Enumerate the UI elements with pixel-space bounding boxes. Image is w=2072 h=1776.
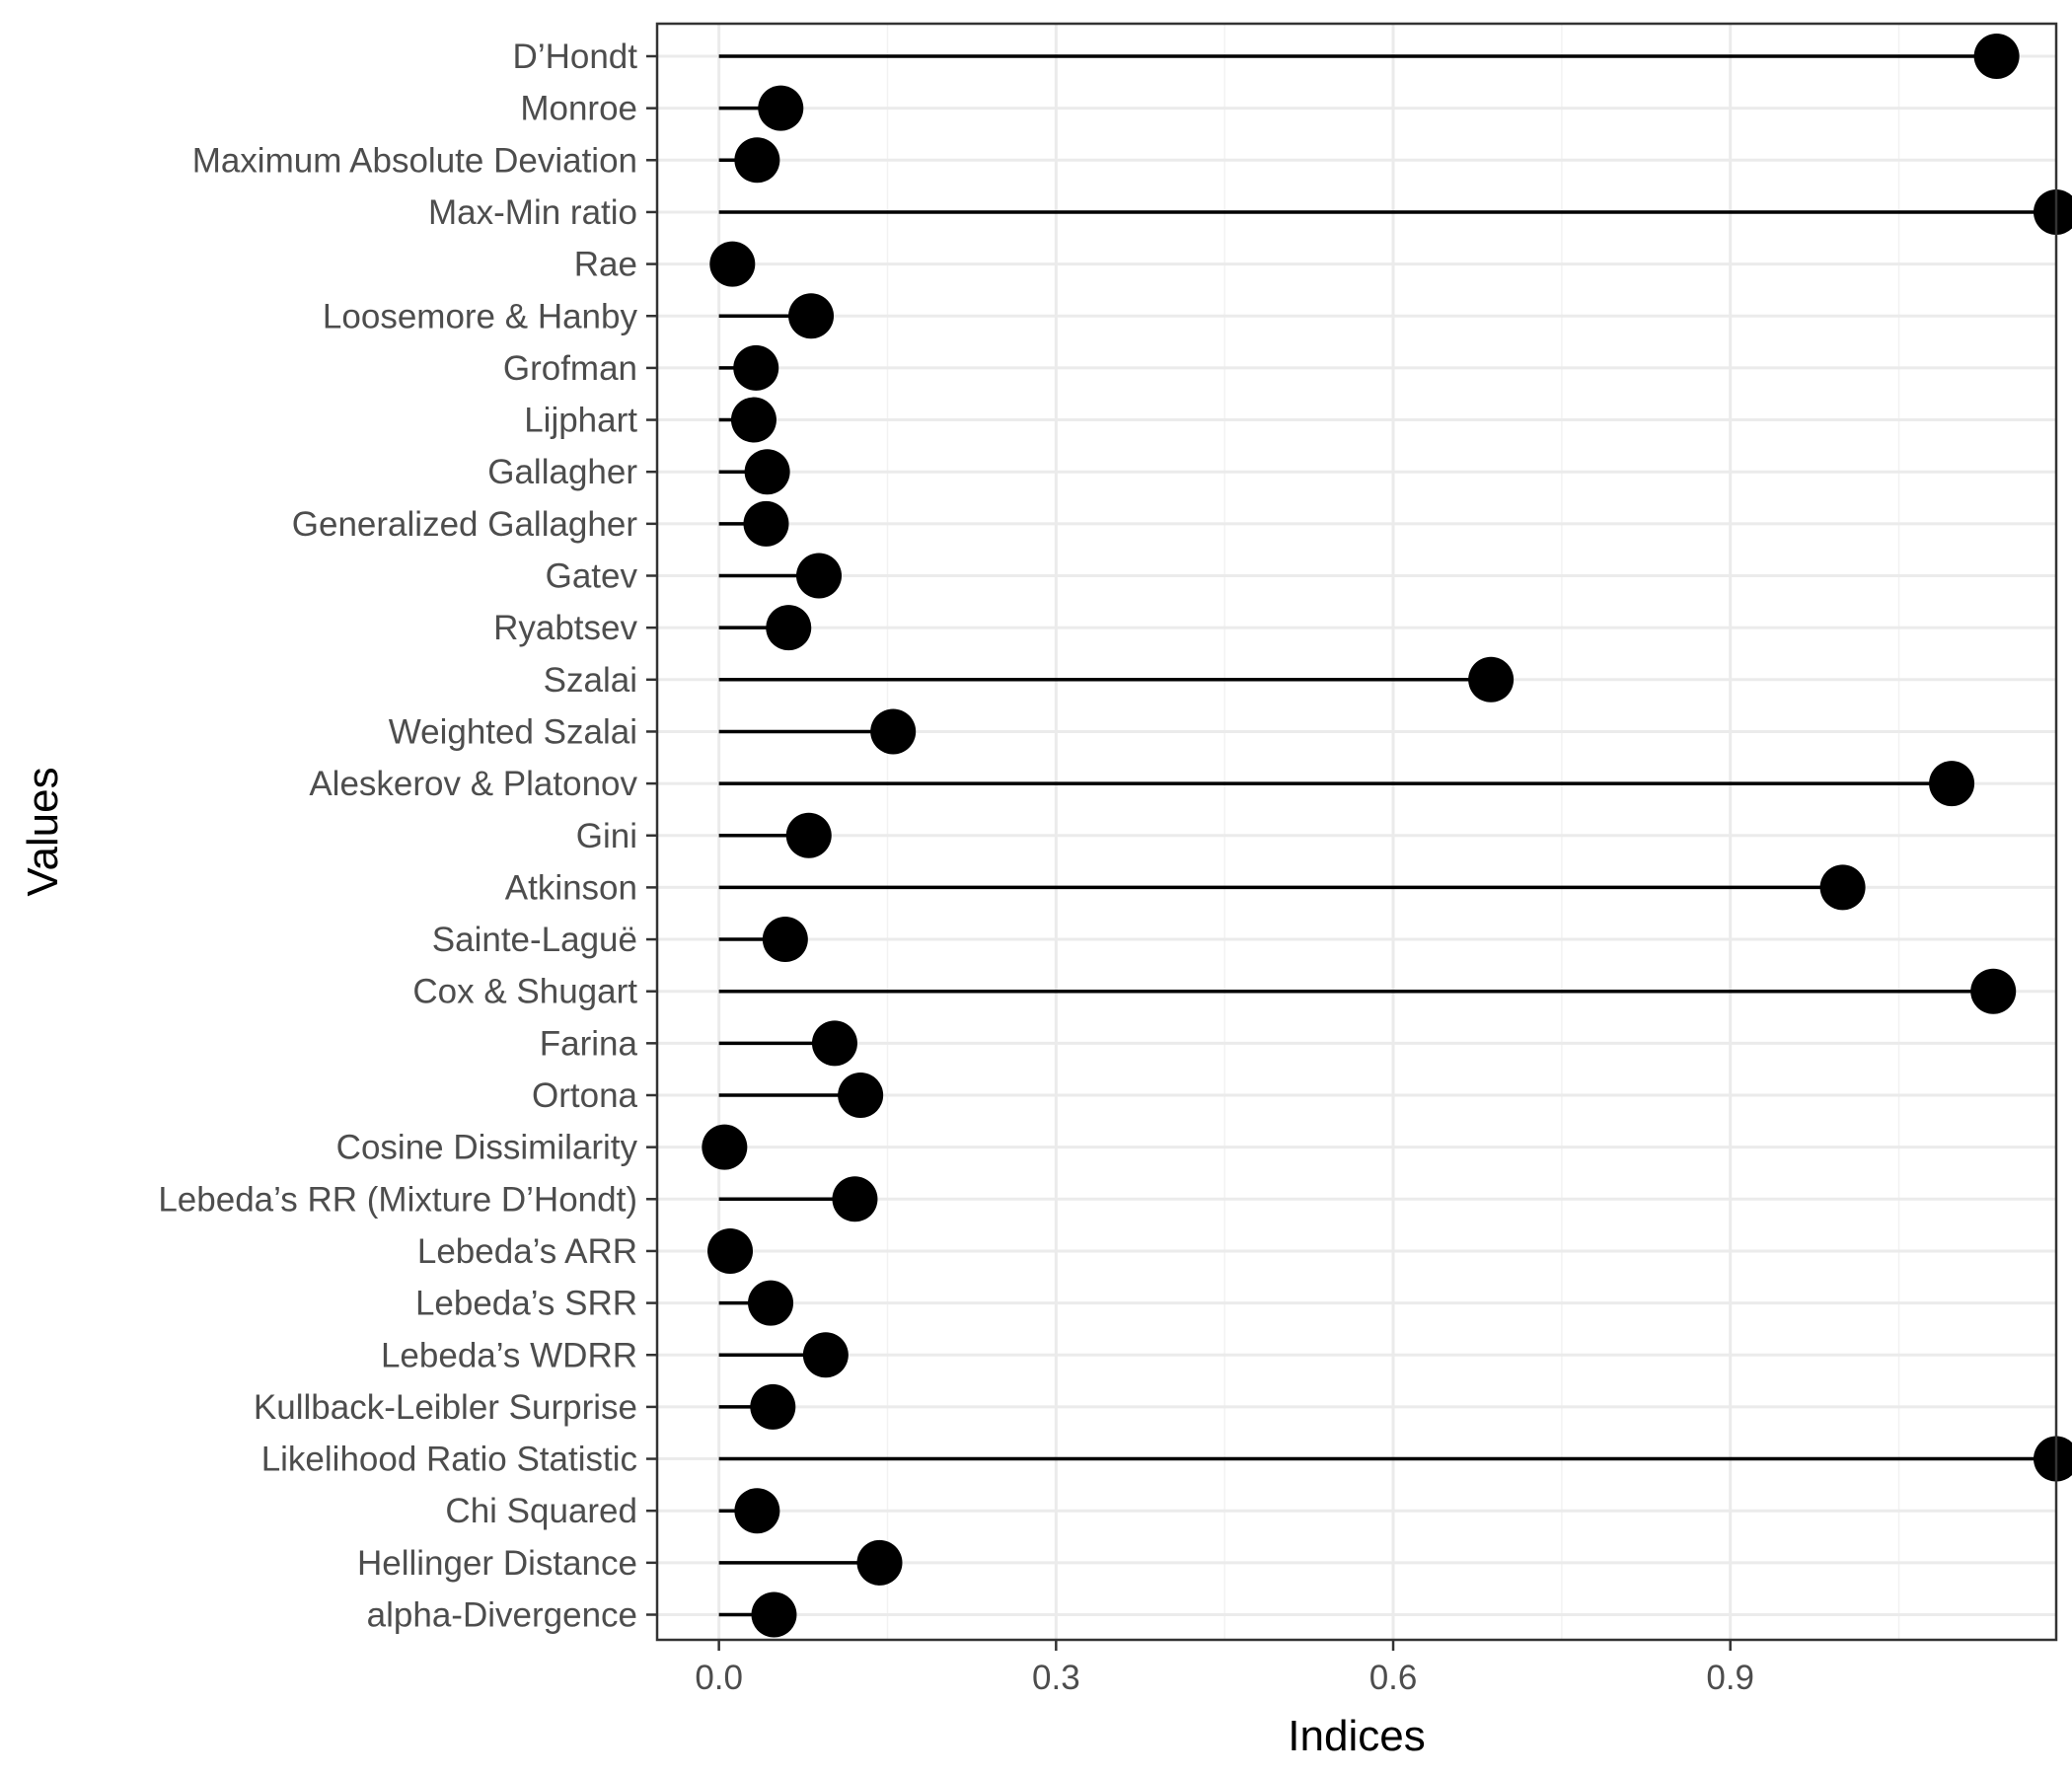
y-tick-label: Ryabtsev [493,609,637,647]
y-tick-label: Farina [540,1024,638,1063]
y-tick-label: Rae [574,246,637,284]
lollipop-point [796,553,843,599]
y-tick-label: Likelihood Ratio Statistic [261,1441,637,1479]
y-tick-label: Grofman [503,349,637,388]
lollipop-point [762,917,808,963]
y-tick-label: Loosemore & Hanby [323,297,638,335]
lollipop-point [702,1124,748,1170]
lollipop-point [1970,968,2017,1014]
lollipop-point [734,1488,780,1534]
lollipop-point [802,1332,849,1378]
y-tick-label: Szalai [544,661,637,700]
y-tick-label: Cox & Shugart [412,973,637,1011]
lollipop-point [730,397,777,443]
lollipop-point [832,1176,878,1222]
y-tick-label: Aleskerov & Platonov [309,765,637,803]
lollipop-point [1819,864,1866,911]
stem-layer [718,54,2056,1617]
lollipop-point [734,137,780,184]
y-tick-label: alpha-Divergence [367,1596,637,1635]
y-tick-label: Maximum Absolute Deviation [192,141,637,180]
y-tick-label: Generalized Gallagher [292,505,638,544]
lollipop-point [1468,656,1515,703]
y-tick-label: Ortona [532,1076,638,1115]
lollipop-point [707,1227,754,1274]
x-tick-label: 0.9 [1706,1659,1754,1697]
lollipop-point [1929,761,1975,807]
lollipop-point [1973,34,2020,79]
plot-panel-border [655,22,2058,1642]
y-tick-label: Max-Min ratio [428,193,637,232]
lollipop-point [2034,188,2072,235]
lollipop-point [733,344,779,391]
lollipop-point [743,500,789,547]
lollipop-point [785,812,832,858]
x-tick-label: 0.0 [695,1659,743,1697]
y-tick-label: Atkinson [505,868,637,907]
lollipop-point [709,241,756,287]
lollipop-point [838,1073,884,1118]
y-tick-label: Monroe [520,90,637,128]
x-axis-title: Indices [1288,1712,1425,1760]
y-tick-label: Cosine Dissimilarity [336,1129,638,1167]
lollipop-point [744,449,790,495]
lollipop-point [758,85,804,131]
y-tick-label: Lebeda’s SRR [415,1285,637,1323]
lollipop-point [811,1020,857,1067]
y-tick-label: Gatev [546,557,638,596]
y-tick-label: Lebeda’s ARR [417,1232,637,1271]
y-tick-label: Weighted Szalai [389,712,637,751]
x-tick-label: 0.6 [1369,1659,1418,1697]
y-tick-label: Lebeda’s RR (Mixture D’Hondt) [158,1180,637,1219]
y-tick-label: Lebeda’s WDRR [381,1336,637,1374]
lollipop-point [870,708,917,755]
x-tick-label: 0.3 [1032,1659,1080,1697]
y-tick-label: Kullback-Leibler Surprise [254,1388,637,1427]
dot-layer [702,34,2072,1638]
lollipop-point [766,605,812,651]
y-tick-label: Chi Squared [445,1492,637,1530]
y-axis-title: Values [19,767,67,896]
lollipop-point [856,1539,903,1586]
lollipop-point [788,293,835,339]
y-tick-label: Gallagher [487,453,637,491]
y-tick-label: Gini [576,817,637,855]
y-tick-label: D’Hondt [513,37,638,76]
lollipop-point [750,1383,796,1430]
y-tick-label: Lijphart [524,402,637,440]
x-axis: 0.0 0.3 0.6 0.9 [695,1640,1754,1697]
lollipop-point [748,1280,794,1326]
lollipop-point [751,1591,797,1638]
grid-layer [657,24,2056,1640]
y-axis: D’Hondt Monroe Maximum Absolute Deviation M… [158,37,657,1635]
y-tick-label: Hellinger Distance [357,1544,637,1583]
y-tick-label: Sainte-Laguë [432,921,637,959]
lollipop-point [2034,1436,2072,1482]
